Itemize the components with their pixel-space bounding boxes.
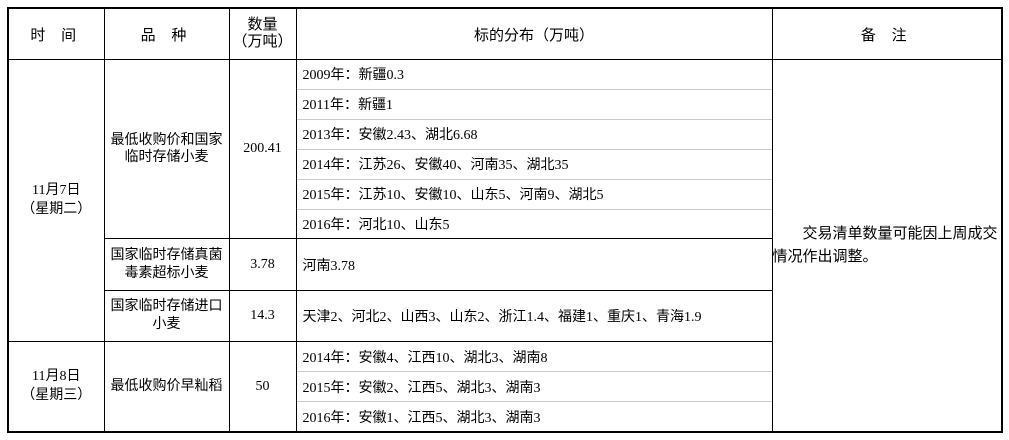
header-variety: 品 种 — [103, 7, 230, 60]
cell-remark: 交易清单数量可能因上周成交情况作出调整。 — [771, 59, 1003, 433]
cell-date-1107: 11月7日 （星期二） — [7, 59, 105, 342]
distribution-item: 2015年：江苏10、安徽10、山东5、河南9、湖北5 — [296, 180, 772, 210]
remark-text: 交易清单数量可能因上周成交情况作出调整。 — [772, 226, 998, 265]
distribution-item: 2015年：安徽2、江西5、湖北3、湖南3 — [296, 372, 772, 402]
header-remark: 备 注 — [771, 7, 1003, 60]
date-weekday: （星期二） — [21, 201, 92, 217]
cell-distribution-1: 2009年：新疆0.3 2011年：新疆1 2013年：安徽2.43、湖北6.6… — [295, 58, 773, 240]
distribution-item: 2013年：安徽2.43、湖北6.68 — [296, 120, 772, 150]
header-time-label: 时 间 — [30, 27, 83, 44]
table-header: 时 间 品 种 数量 （万吨） 标的分布（万吨） 备 注 — [7, 7, 1003, 60]
table-row: 国家临时存储真菌毒素超标小麦 3.78 河南3.78 — [8, 238, 1002, 291]
distribution-item: 2011年：新疆1 — [296, 90, 772, 120]
distribution-item: 2009年：新疆0.3 — [296, 60, 772, 90]
header-row: 时 间 品 种 数量 （万吨） 标的分布（万吨） 备 注 — [7, 7, 1003, 60]
cell-date-1108: 11月8日 （星期三） — [7, 341, 105, 433]
cell-quantity-1: 200.41 — [228, 58, 297, 240]
header-quantity: 数量 （万吨） — [228, 7, 297, 60]
header-distribution-label: 标的分布（万吨） — [473, 27, 594, 44]
distribution-item: 河南3.78 — [302, 258, 356, 274]
cell-variety-4: 最低收购价早籼稻 — [103, 341, 230, 433]
header-quantity-label: 数量 — [247, 17, 278, 34]
distribution-list-4: 2014年：安徽4、江西10、湖北3、湖南8 2015年：安徽2、江西5、湖北3… — [296, 342, 772, 431]
date-weekday: （星期三） — [21, 387, 92, 403]
trading-schedule-table: 时 间 品 种 数量 （万吨） 标的分布（万吨） 备 注 — [7, 7, 1003, 433]
distribution-item: 2014年：江苏26、安徽40、河南35、湖北35 — [296, 150, 772, 180]
table-row: 11月7日 （星期二） 最低收购价和国家临时存储小麦 200.41 2009年：… — [7, 58, 1003, 433]
cell-quantity-4: 50 — [228, 341, 297, 433]
distribution-list-1: 2009年：新疆0.3 2011年：新疆1 2013年：安徽2.43、湖北6.6… — [296, 60, 772, 238]
header-remark-label: 备 注 — [860, 27, 913, 44]
distribution-item: 天津2、河北2、山西3、山东2、浙江1.4、福建1、重庆1、青海1.9 — [302, 309, 702, 325]
cell-variety-2: 国家临时存储真菌毒素超标小麦 — [103, 238, 230, 291]
date-main: 11月8日 — [32, 368, 81, 384]
distribution-item: 2014年：安徽4、江西10、湖北3、湖南8 — [296, 342, 772, 372]
header-variety-label: 品 种 — [140, 27, 193, 44]
header-distribution: 标的分布（万吨） — [295, 7, 773, 60]
distribution-item: 2016年：安徽1、江西5、湖北3、湖南3 — [302, 410, 541, 426]
cell-variety-3: 国家临时存储进口小麦 — [103, 289, 230, 343]
cell-distribution-4: 2014年：安徽4、江西10、湖北3、湖南8 2015年：安徽2、江西5、湖北3… — [295, 341, 773, 433]
cell-distribution-2: 河南3.78 — [295, 238, 773, 291]
cell-variety-1: 最低收购价和国家临时存储小麦 — [103, 58, 230, 240]
cell-quantity-2: 3.78 — [228, 238, 297, 291]
header-quantity-unit: （万吨） — [232, 34, 293, 50]
table-row: 国家临时存储进口小麦 14.3 天津2、河北2、山西3、山东2、浙江1.4、福建… — [8, 289, 1002, 343]
date-main: 11月7日 — [32, 182, 81, 198]
cell-distribution-3: 天津2、河北2、山西3、山东2、浙江1.4、福建1、重庆1、青海1.9 — [295, 289, 773, 343]
header-time: 时 间 — [7, 7, 105, 60]
table-row: 11月8日 （星期三） 最低收购价早籼稻 50 2014年：安徽4、江西10、湖… — [7, 341, 1002, 433]
cell-quantity-3: 14.3 — [228, 289, 297, 343]
table-body: 11月7日 （星期二） 最低收购价和国家临时存储小麦 200.41 2009年：… — [7, 58, 1003, 433]
distribution-item: 2016年：河北10、山东5 — [302, 217, 450, 233]
